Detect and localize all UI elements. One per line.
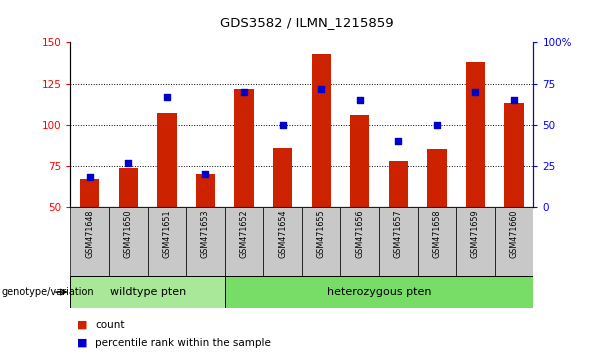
Point — [123, 160, 133, 165]
Point — [239, 89, 249, 95]
Text: genotype/variation: genotype/variation — [1, 287, 94, 297]
Bar — [417, 207, 456, 276]
Text: GSM471655: GSM471655 — [317, 210, 326, 258]
Text: GSM471654: GSM471654 — [278, 210, 287, 258]
Text: GSM471660: GSM471660 — [509, 210, 519, 258]
Bar — [80, 179, 99, 207]
Text: GSM471653: GSM471653 — [201, 210, 210, 258]
Bar — [302, 207, 340, 276]
Text: ■: ■ — [77, 338, 87, 348]
Text: GSM471658: GSM471658 — [432, 210, 441, 258]
Bar — [234, 88, 254, 207]
Point — [471, 89, 481, 95]
Bar — [186, 207, 225, 276]
Bar — [148, 207, 186, 276]
Bar — [196, 174, 215, 207]
Bar — [427, 149, 446, 207]
Text: GSM471659: GSM471659 — [471, 210, 480, 258]
Bar — [379, 207, 417, 276]
Text: heterozygous pten: heterozygous pten — [327, 287, 432, 297]
Bar — [225, 207, 264, 276]
Bar — [340, 207, 379, 276]
Bar — [504, 103, 524, 207]
Bar — [350, 115, 370, 207]
Text: GDS3582 / ILMN_1215859: GDS3582 / ILMN_1215859 — [219, 16, 394, 29]
Text: ■: ■ — [77, 320, 87, 330]
Bar — [225, 276, 533, 308]
Bar — [495, 207, 533, 276]
Point — [85, 175, 94, 180]
Point — [394, 138, 403, 144]
Point — [432, 122, 442, 128]
Text: GSM471652: GSM471652 — [240, 210, 248, 258]
Bar — [456, 207, 495, 276]
Text: GSM471656: GSM471656 — [356, 210, 364, 258]
Point — [509, 97, 519, 103]
Point — [316, 86, 326, 91]
Point — [278, 122, 287, 128]
Bar — [70, 276, 225, 308]
Bar — [311, 54, 331, 207]
Text: percentile rank within the sample: percentile rank within the sample — [95, 338, 271, 348]
Bar — [273, 148, 292, 207]
Text: wildtype pten: wildtype pten — [110, 287, 186, 297]
Bar — [389, 161, 408, 207]
Bar — [70, 207, 109, 276]
Point — [200, 171, 210, 177]
Bar — [158, 113, 177, 207]
Bar — [109, 207, 148, 276]
Text: GSM471657: GSM471657 — [394, 210, 403, 258]
Text: GSM471648: GSM471648 — [85, 210, 94, 258]
Text: GSM471650: GSM471650 — [124, 210, 133, 258]
Point — [162, 94, 172, 99]
Point — [355, 97, 365, 103]
Text: GSM471651: GSM471651 — [162, 210, 172, 258]
Bar — [264, 207, 302, 276]
Bar — [119, 167, 138, 207]
Bar — [466, 62, 485, 207]
Text: count: count — [95, 320, 124, 330]
